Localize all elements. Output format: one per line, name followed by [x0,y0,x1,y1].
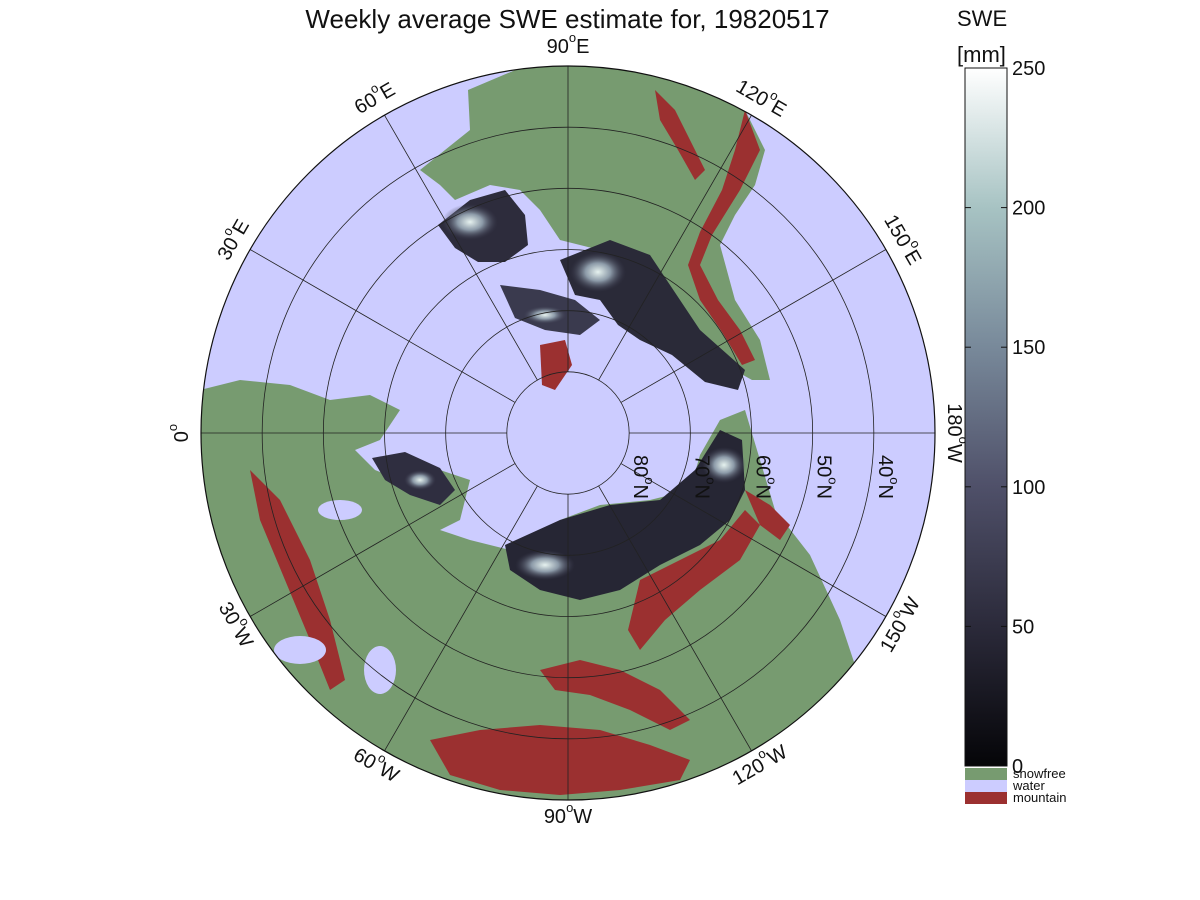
degree-symbol: o [886,477,901,484]
alps-mountains [250,470,345,690]
colorbar-tick-label: 250 [1012,58,1045,80]
arctic-island-snow [523,306,567,324]
latitude-label: 50oN [812,455,840,499]
hemisphere-letter: E [576,36,589,58]
hemisphere-letter: W [943,444,965,463]
category-label-water: water [1012,778,1045,793]
polar-map: 90oW120oW150oW180oW150oE120oE90oE60oE30o… [165,30,970,828]
colorbar-tick-label: 50 [1012,616,1034,638]
latitude-label: 40oN [874,455,902,499]
latitude-value: 60 [751,455,773,477]
longitude-value: 30 [214,234,244,264]
colorbar-tick-label: 0 [1012,756,1023,778]
latitude-value: 80 [629,455,651,477]
hemisphere-letter: W [573,806,592,828]
longitude-label: 0o [165,424,193,442]
scandinavia-snow-peak [404,470,436,490]
hemisphere-letter: N [629,485,651,499]
greenland-snow-peak [442,204,498,240]
map-border [200,65,936,801]
category-swatch-water [965,780,1007,792]
hemisphere-letter: N [690,485,712,499]
degree-symbol: o [825,477,840,484]
latitude-label: 80oN [629,455,657,499]
swe-colorbar: SWE [mm] 0 50 100 150 200 250 snowfreewatermo… [957,6,1066,805]
hemisphere-letter: E [899,246,925,269]
category-label-mountain: mountain [1013,790,1066,805]
meridian-line [620,249,887,403]
longitude-value: 90 [544,806,566,828]
meridian-line [598,485,752,752]
map-title: Weekly average SWE estimate for, 1982051… [305,4,830,34]
longitude-value: 180 [943,403,965,436]
black-sea [274,636,326,664]
meridian-line [384,114,538,381]
greenland-coast-mountains [540,340,572,390]
siberia-snow-peak [515,550,575,580]
himalaya-mountains [430,725,690,795]
colorbar-ticks: 0 50 100 150 200 250 [965,58,1045,778]
latitude-value: 40 [874,455,896,477]
hemisphere-letter: N [874,485,896,499]
hemisphere-letter: N [751,485,773,499]
latitude-value: 50 [812,455,834,477]
longitude-value: 120 [732,76,772,112]
hemisphere-letter: W [228,624,257,651]
category-swatch-mountain [965,792,1007,804]
latitude-label: 60oN [751,455,779,499]
map-graticule [201,66,935,800]
longitude-label: 90oW [544,800,592,828]
longitude-label: 180oW [943,403,971,463]
meridian-line [598,114,752,381]
category-swatch-snowfree [965,768,1007,780]
degree-symbol: o [566,800,573,815]
degree-symbol: o [569,30,576,45]
colorbar-tick-label: 150 [1012,337,1045,359]
colorbar-label-line2: [mm] [957,42,1006,67]
colorbar-gradient [964,67,1008,767]
degree-symbol: o [703,477,718,484]
caspian-sea [364,646,396,694]
degree-symbol: o [165,424,180,431]
colorbar-label-line1: SWE [957,6,1007,31]
kamchatka-mountains [745,490,790,540]
hemisphere-letter: N [812,485,834,499]
hemisphere-letter: W [764,741,791,770]
longitude-value: 90 [547,36,569,58]
rocky-mountains [688,110,760,365]
degree-symbol: o [956,437,971,444]
degree-symbol: o [764,477,779,484]
longitude-value: 60 [349,744,379,774]
hemisphere-letter: E [377,79,400,105]
meridian-line [620,463,887,617]
meridian-line [249,249,516,403]
latitude-label: 70oN [690,455,718,499]
canada-snow-peak [570,252,626,292]
kamchatka-snow-peak [702,447,746,483]
colorbar-tick-label: 100 [1012,477,1045,499]
category-label-snowfree: snowfree [1013,766,1066,781]
baltic-sea [318,500,362,520]
longitude-label: 90oE [547,30,590,58]
east-siberia-mountains [628,510,760,650]
latitude-value: 70 [690,455,712,477]
colorbar-tick-label: 200 [1012,198,1045,220]
meridian-line [384,485,538,752]
longitude-value: 0 [171,431,193,442]
degree-symbol: o [642,477,657,484]
western-cordillera [655,90,705,180]
meridian-line [249,463,516,617]
